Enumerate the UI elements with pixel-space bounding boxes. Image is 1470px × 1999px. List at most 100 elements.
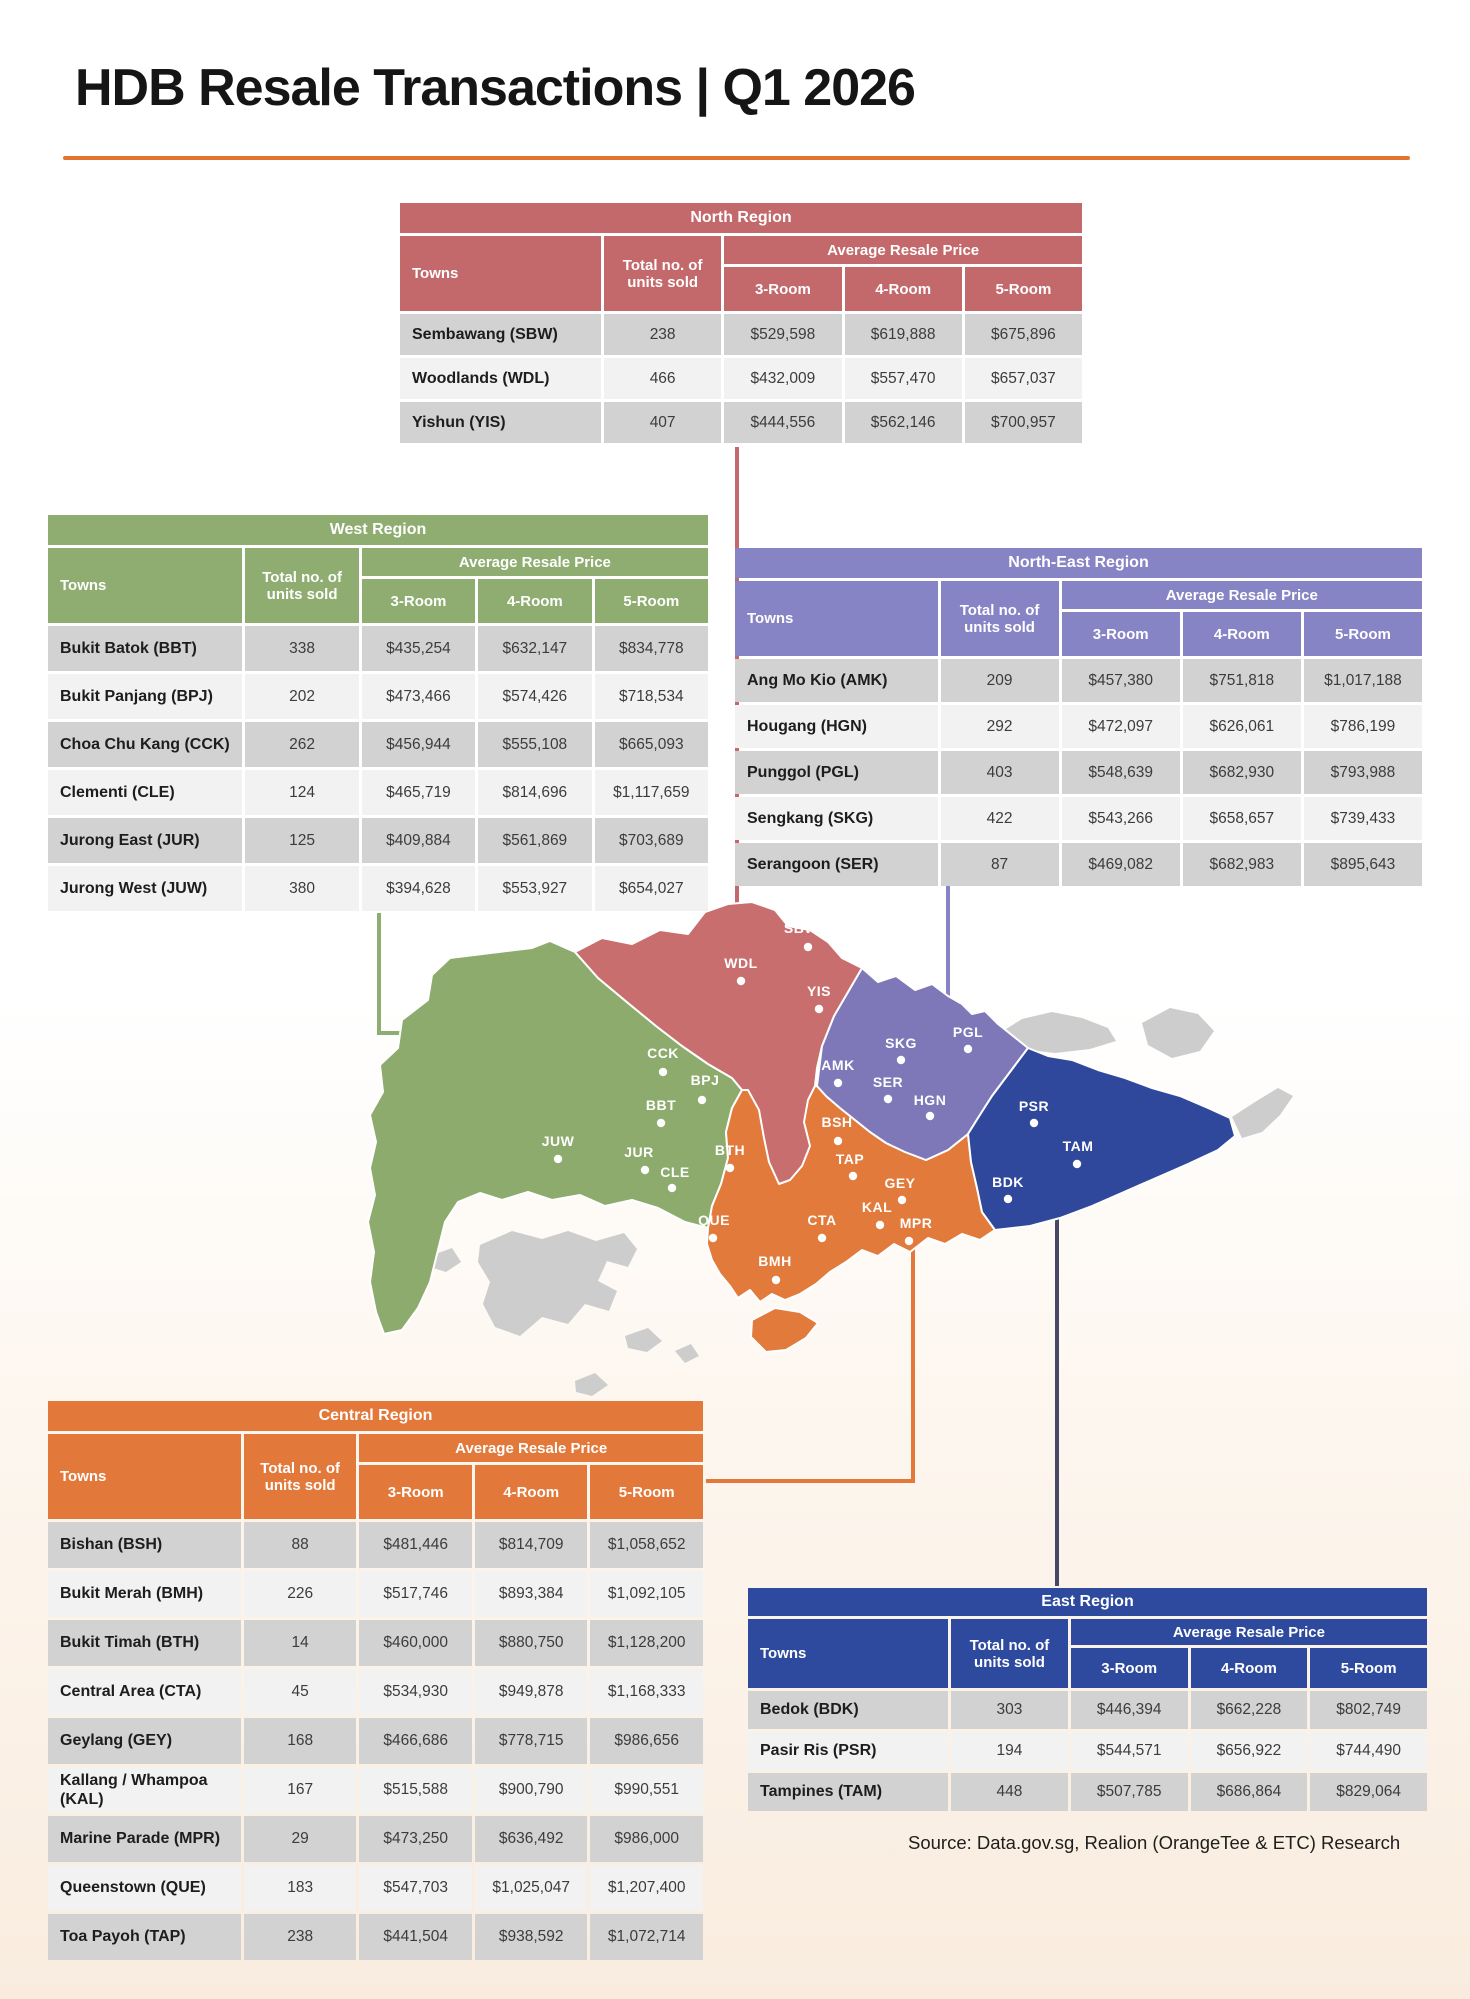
table-row: Bedok (BDK) 303 $446,394 $662,228 $802,749 — [748, 1691, 1427, 1729]
price-5room-cell: $786,199 — [1303, 705, 1422, 748]
price-4room-cell: $682,983 — [1182, 843, 1301, 886]
table-row: Woodlands (WDL) 466 $432,009 $557,470 $657,0… — [400, 358, 1082, 399]
price-3room-cell: $457,380 — [1061, 659, 1180, 702]
units-sold-cell: 422 — [940, 797, 1059, 840]
town-code-label: BTH — [715, 1142, 745, 1158]
units-sold-cell: 194 — [951, 1732, 1068, 1770]
price-5room-cell: $739,433 — [1303, 797, 1422, 840]
source-text: Source: Data.gov.sg, Realion (OrangeTee … — [908, 1832, 1401, 1853]
map-region-east — [967, 1047, 1236, 1231]
town-code-label: YIS — [807, 983, 831, 999]
town-cell: Bukit Panjang (BPJ) — [48, 674, 243, 719]
price-3room-cell: $466,686 — [359, 1718, 472, 1764]
price-4room-cell: $557,470 — [844, 358, 962, 399]
price-4room-cell: $814,709 — [474, 1522, 588, 1568]
price-3room-cell: $481,446 — [359, 1522, 472, 1568]
towns-column-header: Towns — [735, 581, 938, 656]
price-4room-cell: $662,228 — [1190, 1691, 1308, 1729]
price-3room-cell: $441,504 — [359, 1914, 472, 1960]
town-cell: Punggol (PGL) — [735, 751, 938, 794]
town-dot-icon — [640, 1165, 650, 1175]
units-sold-cell: 14 — [243, 1620, 357, 1666]
region-header: West Region — [48, 515, 708, 545]
town-marker-BDK: BDK — [992, 1174, 1023, 1204]
3room-column-header: 3-Room — [1070, 1648, 1188, 1688]
price-5room-cell: $834,778 — [594, 626, 708, 671]
total-units-column-header: Total no. of units sold — [243, 1434, 357, 1519]
units-sold-cell: 167 — [243, 1767, 357, 1813]
town-dot-icon — [963, 1044, 973, 1054]
average-resale-price-header: Average Resale Price — [724, 236, 1082, 264]
price-4room-cell: $814,696 — [478, 770, 592, 815]
units-sold-cell: 380 — [245, 866, 359, 911]
town-code-label: BBT — [646, 1097, 676, 1113]
table-row: Serangoon (SER) 87 $469,082 $682,983 $895,64… — [735, 843, 1422, 886]
town-code-label: BMH — [758, 1253, 791, 1269]
town-cell: Pasir Ris (PSR) — [748, 1732, 949, 1770]
price-4room-cell: $656,922 — [1190, 1732, 1308, 1770]
table-row: Toa Payoh (TAP) 238 $441,504 $938,592 $1,072… — [48, 1914, 703, 1960]
price-3room-cell: $507,785 — [1070, 1773, 1188, 1811]
price-4room-cell: $626,061 — [1182, 705, 1301, 748]
town-marker-TAP: TAP — [836, 1151, 864, 1181]
5room-column-header: 5-Room — [964, 267, 1082, 311]
units-sold-cell: 168 — [243, 1718, 357, 1764]
town-cell: Hougang (HGN) — [735, 705, 938, 748]
town-dot-icon — [925, 1111, 935, 1121]
table-row: Clementi (CLE) 124 $465,719 $814,696 $1,117,… — [48, 770, 708, 815]
3room-column-header: 3-Room — [724, 267, 842, 311]
4room-column-header: 4-Room — [1190, 1648, 1308, 1688]
town-cell: Jurong West (JUW) — [48, 866, 243, 911]
town-dot-icon — [1029, 1118, 1039, 1128]
table-row: Bukit Batok (BBT) 338 $435,254 $632,147 $834… — [48, 626, 708, 671]
town-marker-CCK: CCK — [647, 1045, 678, 1077]
units-sold-cell: 202 — [245, 674, 359, 719]
town-marker-WDL: WDL — [724, 955, 757, 986]
town-cell: Clementi (CLE) — [48, 770, 243, 815]
3room-column-header: 3-Room — [359, 1465, 472, 1519]
town-dot-icon — [658, 1067, 668, 1077]
price-3room-cell: $534,930 — [359, 1669, 472, 1715]
table-row: Marine Parade (MPR) 29 $473,250 $636,492 $98… — [48, 1816, 703, 1862]
town-dot-icon — [875, 1220, 885, 1230]
town-cell: Jurong East (JUR) — [48, 818, 243, 863]
table-row: Central Area (CTA) 45 $534,930 $949,878 $1,1… — [48, 1669, 703, 1715]
town-dot-icon — [1003, 1194, 1013, 1204]
price-3room-cell: $465,719 — [361, 770, 476, 815]
town-marker-BMH: BMH — [758, 1253, 791, 1285]
price-5room-cell: $1,092,105 — [590, 1571, 703, 1617]
town-dot-icon — [667, 1183, 677, 1193]
town-code-label: SER — [873, 1074, 903, 1090]
price-5room-cell: $665,093 — [594, 722, 708, 767]
4room-column-header: 4-Room — [478, 579, 592, 623]
town-marker-KAL: KAL — [862, 1199, 892, 1230]
town-marker-CTA: CTA — [807, 1212, 836, 1243]
average-resale-price-header: Average Resale Price — [359, 1434, 703, 1462]
price-4room-cell: $658,657 — [1182, 797, 1301, 840]
town-marker-JUW: JUW — [542, 1133, 574, 1164]
town-cell: Queenstown (QUE) — [48, 1865, 241, 1911]
price-4room-cell: $555,108 — [478, 722, 592, 767]
4room-column-header: 4-Room — [844, 267, 962, 311]
units-sold-cell: 466 — [604, 358, 722, 399]
town-marker-BBT: BBT — [646, 1097, 676, 1128]
region-header: East Region — [748, 1588, 1427, 1616]
5room-column-header: 5-Room — [1310, 1648, 1427, 1688]
units-sold-cell: 125 — [245, 818, 359, 863]
title-divider — [63, 156, 1410, 160]
price-3room-cell: $517,746 — [359, 1571, 472, 1617]
town-cell: Tampines (TAM) — [748, 1773, 949, 1811]
price-3room-cell: $544,571 — [1070, 1732, 1188, 1770]
table-row: Geylang (GEY) 168 $466,686 $778,715 $986,656 — [48, 1718, 703, 1764]
east-region-table: East Region Towns Total no. of units sold A… — [745, 1585, 1430, 1814]
town-marker-PGL: PGL — [953, 1024, 983, 1054]
price-4room-cell: $574,426 — [478, 674, 592, 719]
price-5room-cell: $700,957 — [964, 402, 1082, 443]
connector-central-region — [706, 1249, 915, 1483]
price-5room-cell: $802,749 — [1310, 1691, 1427, 1729]
town-cell: Bishan (BSH) — [48, 1522, 241, 1568]
table-row: Hougang (HGN) 292 $472,097 $626,061 $786,199 — [735, 705, 1422, 748]
price-4room-cell: $900,790 — [474, 1767, 588, 1813]
price-3room-cell: $515,588 — [359, 1767, 472, 1813]
units-sold-cell: 303 — [951, 1691, 1068, 1729]
